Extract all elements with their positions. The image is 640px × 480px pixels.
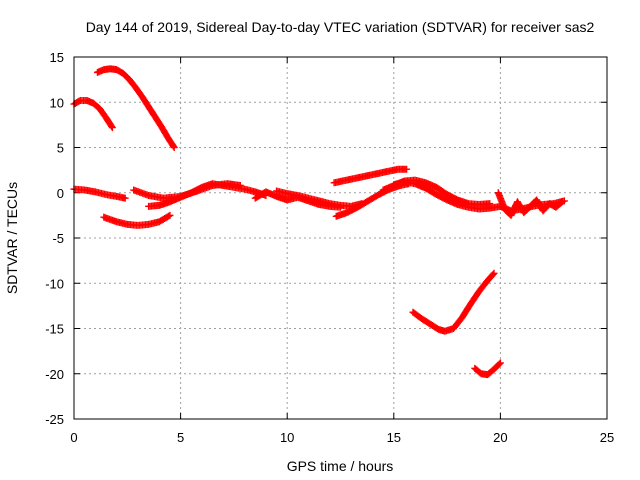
y-tick-label: 5	[57, 141, 64, 156]
x-tick-label: 10	[280, 430, 294, 445]
data-point	[236, 182, 244, 190]
data-point	[108, 124, 116, 132]
data-point	[170, 144, 178, 151]
y-tick-label: 0	[57, 186, 64, 201]
series-arc-15	[409, 269, 498, 335]
series-arc-4	[100, 211, 174, 229]
axis-ticks: 0 5 10 15 20 25 -25 -20 -15 -10 -5 0 5 10 15	[45, 50, 614, 445]
series-arc-7	[251, 188, 344, 211]
series-arc-2	[93, 65, 178, 151]
data-point	[165, 212, 173, 220]
series-arc-12	[390, 178, 504, 213]
data-point	[166, 211, 174, 219]
y-tick-label: -25	[45, 412, 64, 427]
x-tick-label: 5	[177, 430, 184, 445]
y-tick-label: 10	[50, 95, 64, 110]
y-axis-label: SDTVAR / TECUs	[4, 182, 20, 294]
data-points	[70, 65, 568, 379]
y-tick-label: -20	[45, 367, 64, 382]
data-point	[169, 142, 177, 150]
data-point	[496, 359, 504, 367]
data-point	[560, 197, 568, 205]
series-arc-6	[130, 180, 244, 202]
chart-title: Day 144 of 2019, Sidereal Day-to-day VTE…	[86, 19, 595, 35]
data-point	[495, 360, 503, 368]
series-arc-3	[70, 185, 129, 202]
x-axis-label: GPS time / hours	[287, 458, 394, 474]
plot-frame	[73, 56, 608, 420]
series-arc-14	[496, 197, 568, 215]
data-point	[108, 122, 116, 130]
data-point	[489, 270, 497, 278]
x-tick-label: 0	[70, 430, 77, 445]
y-tick-label: -15	[45, 322, 64, 337]
grid-lines	[74, 57, 607, 419]
x-tick-label: 25	[600, 430, 614, 445]
x-tick-label: 20	[493, 430, 507, 445]
y-tick-label: -10	[45, 276, 64, 291]
series-arc-10	[330, 165, 411, 187]
data-point	[490, 269, 498, 277]
series-arc-16	[471, 359, 504, 379]
data-point	[121, 194, 129, 202]
y-tick-label: 15	[50, 50, 64, 65]
data-point	[403, 165, 411, 173]
x-tick-label: 15	[387, 430, 401, 445]
y-tick-label: -5	[52, 231, 64, 246]
